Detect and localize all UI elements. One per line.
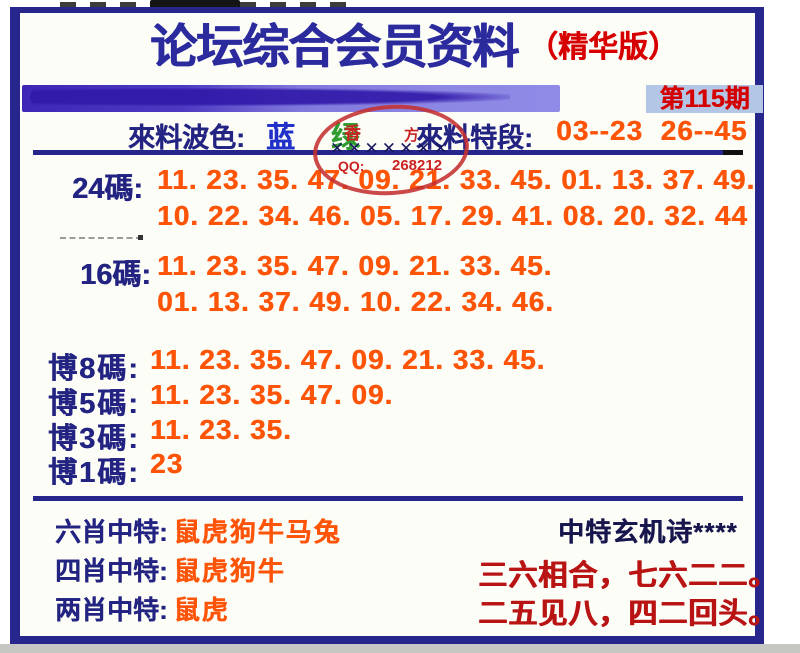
zodiac-four-value: 鼠虎狗牛 (173, 556, 286, 586)
zodiac-two-value: 鼠虎 (173, 595, 230, 625)
special-segment-value: 03--23 26--45 (556, 115, 748, 146)
stamp-masked-text: ✕✕✕✕✕✕✕ (330, 139, 451, 158)
gradient-banner-highlight (30, 88, 510, 106)
code24-line2: 10. 22. 34. 46. 05. 17. 29. 41. 08. 20. … (157, 200, 748, 231)
code16-line2: 01. 13. 37. 49. 10. 22. 34. 46. (157, 286, 554, 317)
bo5-value: 11. 23. 35. 47. 09. (150, 379, 394, 410)
code16-line1: 11. 23. 35. 47. 09. 21. 33. 45. (157, 250, 553, 281)
issue-number-badge: 第115期 (646, 85, 763, 113)
divider-bottom (33, 496, 743, 501)
code24-label: 24碼: (72, 173, 143, 205)
stamp-char-1: 香 (344, 124, 361, 143)
divider-top-tip (723, 150, 743, 155)
bottom-gray-strip (0, 644, 800, 653)
zodiac-four-label: 四肖中特: (55, 556, 168, 586)
header: 论坛综合会员资料 （精华版） (150, 20, 678, 73)
top-edge-smudge (150, 0, 240, 10)
poem-line-1: 三六相合，七六二二。 (478, 560, 779, 592)
wave-color-label: 來料波色: (128, 123, 245, 153)
bo8-value: 11. 23. 35. 47. 09. 21. 33. 45. (150, 344, 546, 375)
page-title-suffix: （精华版） (528, 31, 678, 65)
stamp-qq-label: QQ: (338, 158, 365, 174)
poem-title: 中特玄机诗**** (558, 517, 738, 547)
divider-top (33, 150, 723, 155)
zodiac-row-two: 两肖中特: 鼠虎 (55, 590, 230, 627)
zodiac-two-label: 两肖中特: (55, 595, 168, 625)
bo1-label: 博1碼: (48, 457, 140, 489)
bo8-label: 博8碼: (48, 353, 140, 385)
stamp-qq-number: 268212 (392, 157, 443, 174)
outer-border-frame (10, 7, 764, 644)
wave-color-green: 绿 (331, 122, 361, 154)
zodiac-row-six: 六肖中特: 鼠虎狗牛马兔 (55, 512, 342, 549)
stamp-char-2: 方 (404, 127, 420, 144)
zodiac-six-value: 鼠虎狗牛马兔 (173, 517, 342, 547)
bo3-label: 博3碼: (48, 423, 140, 455)
code24-line1: 11. 23. 35. 47. 09. 21. 33. 45. 01. 13. … (157, 164, 756, 195)
bo1-value: 23 (150, 448, 184, 479)
wave-color-blue: 蓝 (266, 122, 296, 154)
special-segment-label: 來料特段: (416, 123, 533, 153)
zodiac-six-label: 六肖中特: (55, 517, 168, 547)
scan-artifact-dashes (60, 237, 142, 239)
bo5-label: 博5碼: (48, 388, 140, 420)
code16-label: 16碼: (80, 259, 151, 291)
scan-artifact-dot (138, 235, 143, 240)
zodiac-row-four: 四肖中特: 鼠虎狗牛 (55, 551, 286, 588)
bo3-value: 11. 23. 35. (150, 414, 292, 445)
page-title: 论坛综合会员资料 (150, 20, 519, 73)
poem-line-2: 二五见八，四二回头。 (478, 598, 779, 630)
